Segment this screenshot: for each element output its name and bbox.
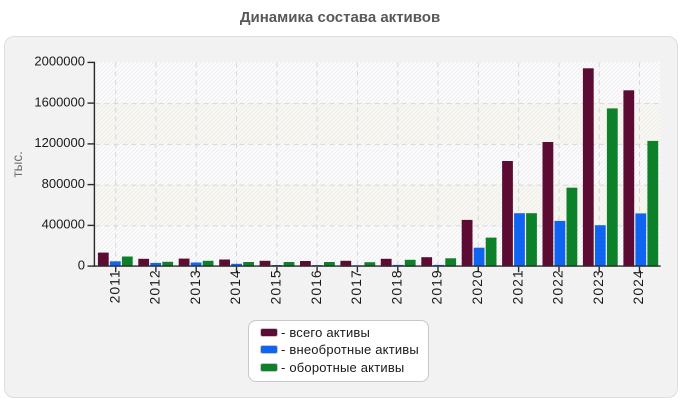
svg-text:2023: 2023 <box>590 269 606 304</box>
svg-text:2015: 2015 <box>268 269 284 304</box>
svg-text:400000: 400000 <box>42 217 85 232</box>
svg-text:2016: 2016 <box>308 269 324 304</box>
svg-text:2020: 2020 <box>469 269 485 304</box>
svg-text:1200000: 1200000 <box>34 135 85 150</box>
svg-text:2017: 2017 <box>348 269 364 304</box>
svg-text:2012: 2012 <box>147 269 163 304</box>
svg-text:тыс.: тыс. <box>10 151 25 177</box>
svg-text:2019: 2019 <box>429 269 445 304</box>
svg-text:800000: 800000 <box>42 176 85 191</box>
svg-text:2021: 2021 <box>509 269 525 304</box>
svg-text:2024: 2024 <box>630 269 646 304</box>
svg-text:1600000: 1600000 <box>34 94 85 109</box>
svg-text:2000000: 2000000 <box>34 54 85 69</box>
svg-text:2018: 2018 <box>388 269 404 304</box>
svg-text:0: 0 <box>78 257 85 272</box>
svg-text:2022: 2022 <box>550 269 566 304</box>
svg-text:2013: 2013 <box>187 269 203 304</box>
svg-text:2014: 2014 <box>227 269 243 304</box>
svg-text:2011: 2011 <box>106 269 122 303</box>
